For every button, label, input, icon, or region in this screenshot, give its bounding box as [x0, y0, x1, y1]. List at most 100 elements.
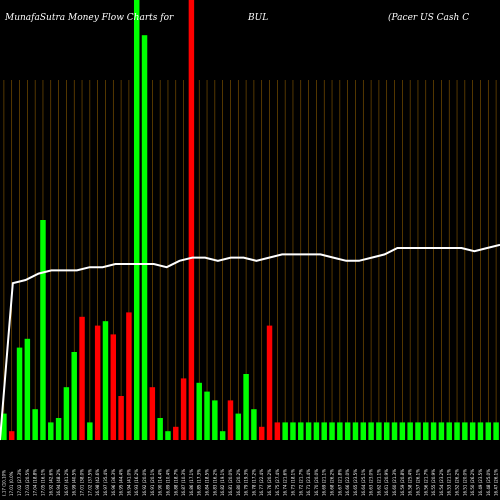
money-flow-bar — [274, 422, 281, 440]
money-flow-bar — [71, 352, 77, 440]
tick-label: 16.54 (23.2% — [439, 469, 444, 496]
money-flow-bar — [173, 426, 179, 440]
tick-label: 16.65 (23.5% — [353, 469, 358, 496]
money-flow-bar — [149, 387, 156, 440]
tick-label: 16.80 (20.2% — [236, 469, 241, 496]
tick-label: 16.74 (21.6% — [283, 469, 288, 496]
money-flow-bar — [462, 422, 468, 440]
tick-label: 16.90 (14.4% — [158, 469, 163, 496]
money-flow-bar — [196, 382, 202, 440]
tick-label: 17.02 (27.3% — [17, 469, 22, 496]
money-flow-bar — [391, 422, 398, 440]
tick-label: 16.86 (17.1% — [189, 469, 194, 496]
money-flow-bar — [446, 422, 452, 440]
money-flow-bar — [118, 396, 124, 440]
tick-label: 16.71 (23.4% — [306, 469, 311, 496]
money-flow-bar — [493, 422, 499, 440]
tick-label: 16.95 (44.4% — [119, 469, 124, 496]
tick-label: 16.50 (26.2% — [470, 469, 475, 496]
tick-label: 16.83 (16.2% — [212, 469, 217, 496]
money-flow-bar — [485, 422, 492, 440]
money-flow-bar — [321, 422, 327, 440]
money-flow-bar — [133, 0, 140, 440]
tick-label: 16.68 (26.2% — [330, 469, 335, 496]
tick-label: 16.55 (20.9% — [431, 469, 436, 496]
money-flow-bar — [383, 422, 390, 440]
tick-label: 16.82 (19.1% — [220, 469, 225, 496]
tick-label: 17.02 (37.5% — [87, 469, 92, 496]
money-flow-bar — [24, 338, 31, 440]
money-flow-bar — [243, 374, 249, 440]
money-flow-bar — [430, 422, 437, 440]
money-flow-bar — [415, 422, 421, 440]
tick-label: 16.87 (10.3% — [181, 469, 186, 496]
money-flow-bar — [219, 431, 226, 440]
tick-label: 16.91 (20.1% — [150, 469, 155, 496]
tick-label: 17.01 (38.0% — [80, 469, 85, 496]
money-flow-bar — [1, 413, 7, 440]
tick-label: 16.51 (20.0% — [462, 469, 467, 496]
x-axis-tick-labels: (.17 (10.10% 17.01 (0.0% 17.02 (27.3% 17.03… — [1, 469, 498, 496]
money-flow-bar — [266, 325, 273, 440]
money-flow-bar — [469, 422, 476, 440]
tick-label: 16.88 (18.7% — [173, 469, 178, 496]
tick-label: 16.63 (23.0% — [369, 469, 374, 496]
tick-label: 17.05 (16.1% — [40, 469, 45, 496]
money-flow-bar — [180, 378, 187, 440]
tick-label: (.17 (10.10% — [1, 470, 6, 496]
money-flow-bar — [63, 387, 70, 440]
money-flow-bar — [126, 312, 132, 440]
chart-title: MunafaSutra Money Flow Charts for — [4, 13, 174, 23]
money-flow-bars — [1, 0, 499, 440]
tick-label: 16.94 (41.0% — [126, 469, 131, 496]
tick-label: 16.58 (25.4% — [408, 469, 413, 496]
money-flow-bar — [258, 426, 265, 440]
tick-label: 16.77 (22.4% — [259, 469, 264, 496]
tick-label: 16.57 (26.1% — [415, 469, 420, 496]
tick-label: 16.67 (21.8% — [337, 469, 342, 496]
tick-label: 16.52 (26.2% — [455, 469, 460, 496]
money-flow-bar — [235, 413, 242, 440]
tick-label: 16.97 (41.2% — [64, 469, 69, 496]
tick-label: 16.56 (21.7% — [423, 469, 428, 496]
money-flow-bar — [188, 0, 195, 440]
tick-label: 17.03 (20.5% — [25, 469, 30, 496]
tick-label: 16.92 (20.0% — [142, 469, 147, 496]
tick-label: 17.04 (18.8% — [33, 469, 38, 496]
tick-label: 16.84 (18.5% — [205, 469, 210, 496]
money-flow-bar — [352, 422, 359, 440]
tick-label: 16.89 (10.4% — [165, 469, 170, 496]
tick-label: 16.70 (20.0% — [314, 469, 319, 496]
money-flow-bar — [141, 35, 148, 440]
money-flow-bar — [438, 422, 445, 440]
tick-label: 16.62 (21.1% — [376, 469, 381, 496]
money-flow-bar — [360, 422, 367, 440]
tick-label: 16.75 (27.4% — [275, 469, 280, 496]
money-flow-bar — [79, 316, 85, 440]
chart-company: (Pacer US Cash C — [388, 12, 469, 23]
tick-label: 16.98 (42.6% — [95, 469, 100, 496]
tick-label: 16.59 (20.8% — [400, 469, 405, 496]
tick-label: 16.96 (36.3% — [111, 469, 116, 496]
money-flow-bar — [290, 422, 296, 440]
tick-label: 16.85 (17.3% — [197, 469, 202, 496]
tick-label: 16.47 (26.1% — [494, 469, 499, 496]
money-flow-bar — [298, 422, 304, 440]
tick-label: 16.73 (18.1% — [290, 469, 295, 496]
money-flow-bar — [368, 422, 374, 440]
tick-label: 16.49 (23.5% — [478, 469, 483, 496]
money-flow-bar — [477, 422, 484, 440]
money-flow-bar — [165, 431, 171, 440]
money-flow-bar — [16, 347, 23, 440]
money-flow-bar — [32, 409, 38, 440]
money-flow-bar — [102, 321, 109, 440]
tick-label: 16.81 (20.0% — [228, 469, 233, 496]
money-flow-bar — [8, 431, 15, 440]
money-flow-bar — [329, 422, 335, 440]
money-flow-bar — [399, 422, 406, 440]
money-flow-bar — [204, 391, 210, 440]
money-flow-bar — [94, 325, 101, 440]
money-flow-bar — [48, 422, 54, 440]
money-flow-bar — [110, 334, 117, 440]
money-flow-bar — [407, 422, 413, 440]
